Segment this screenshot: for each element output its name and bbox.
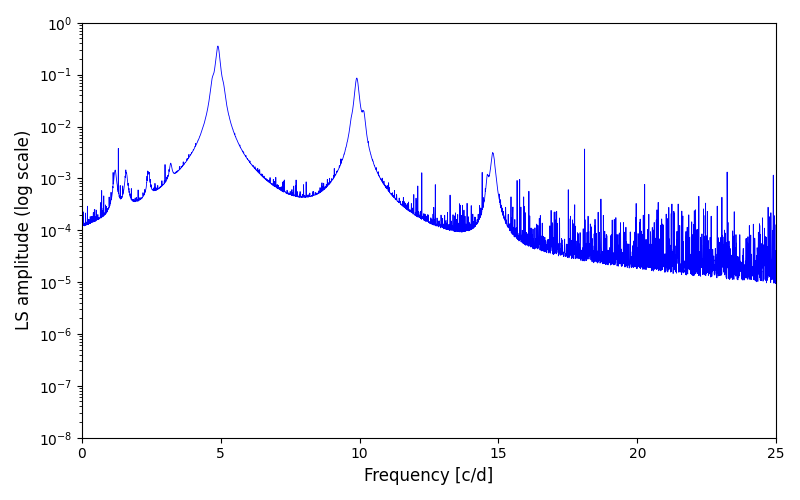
X-axis label: Frequency [c/d]: Frequency [c/d] (364, 467, 494, 485)
Y-axis label: LS amplitude (log scale): LS amplitude (log scale) (15, 130, 33, 330)
